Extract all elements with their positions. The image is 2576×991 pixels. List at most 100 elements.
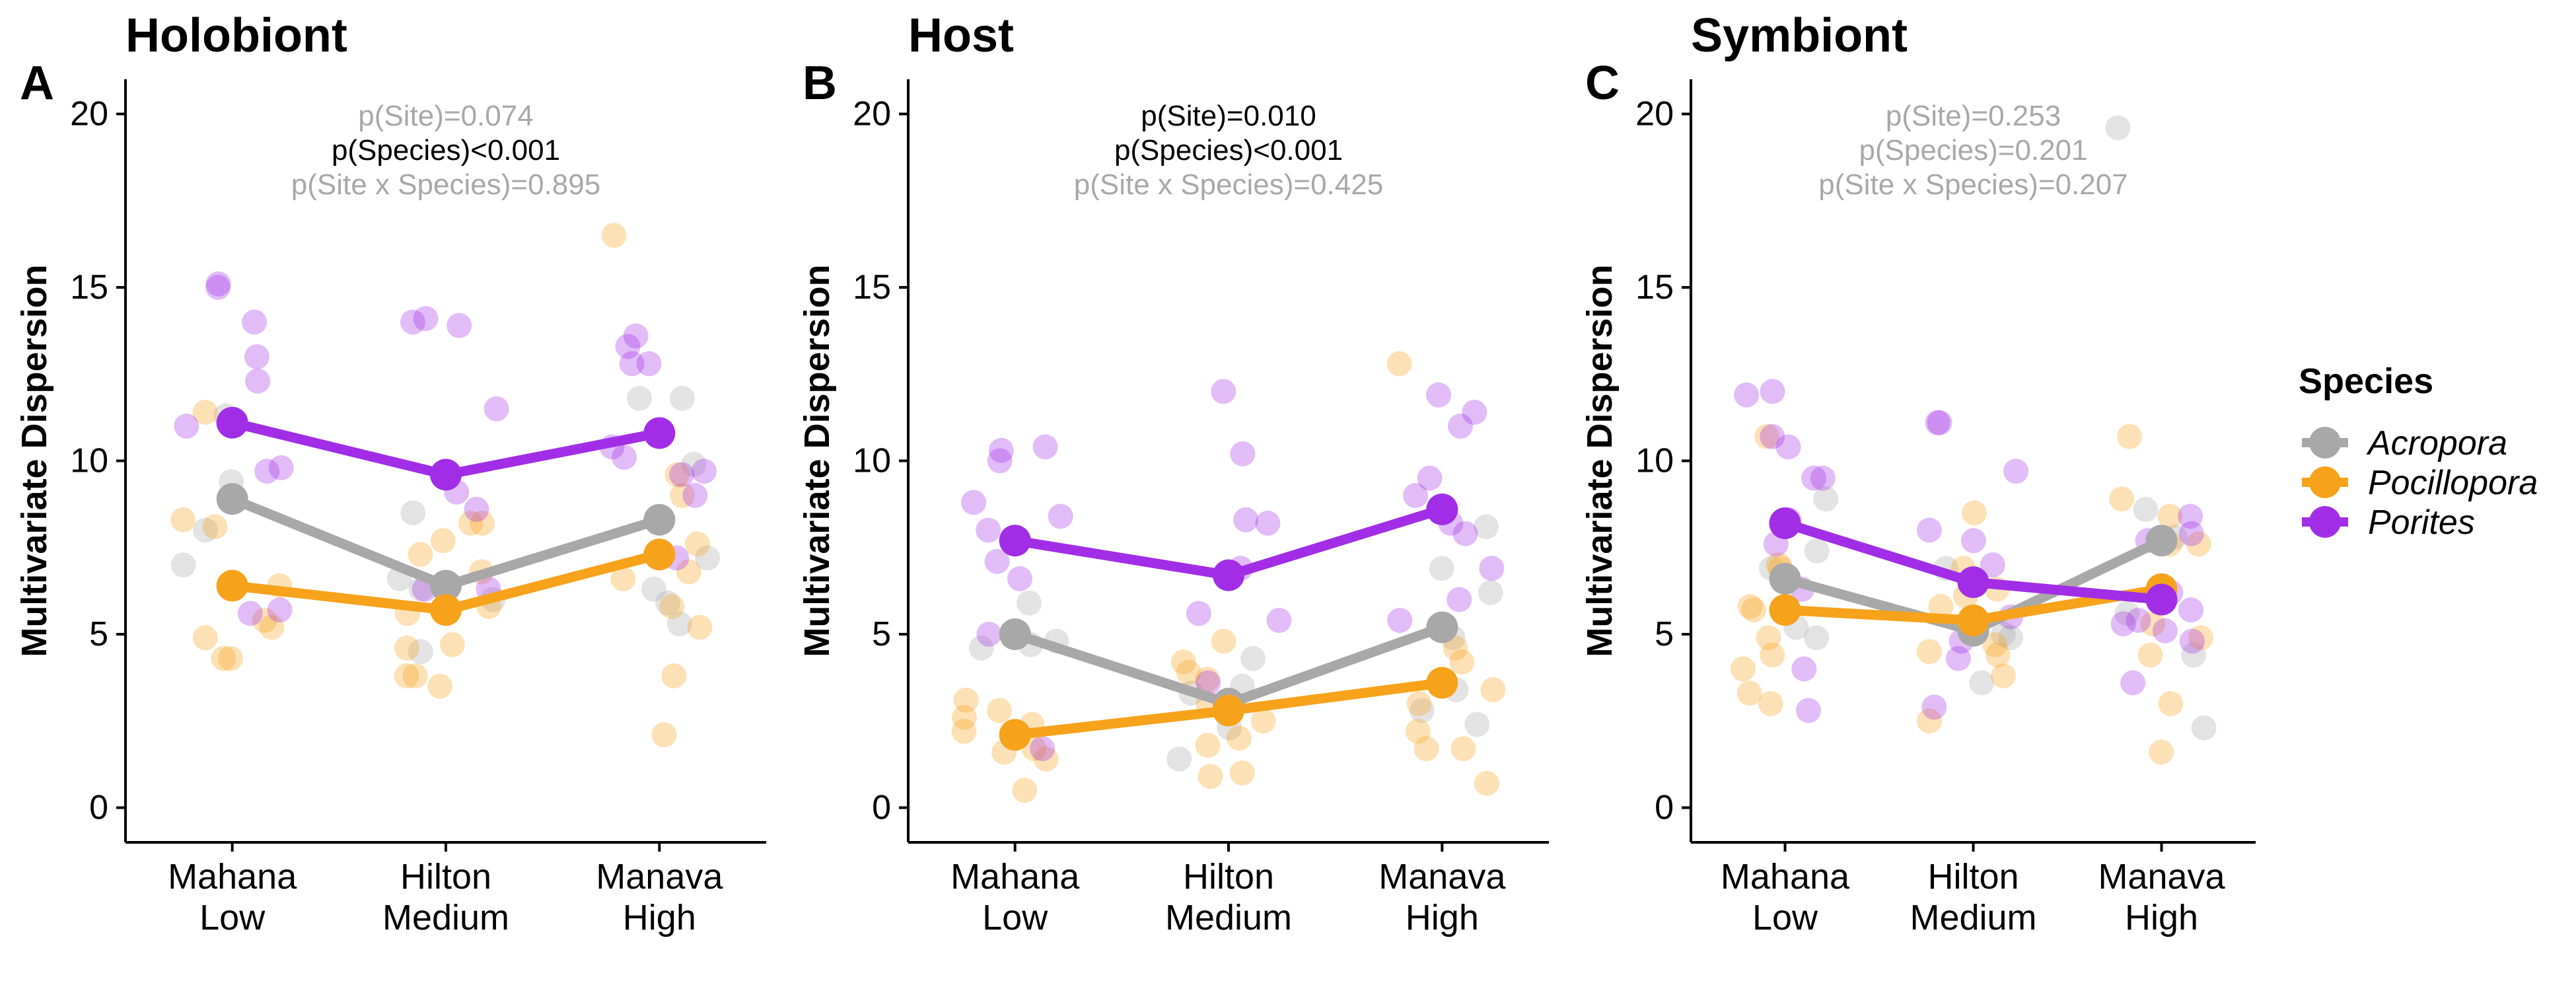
data-point — [245, 368, 271, 394]
x-tick-label: Hilton Medium — [382, 857, 509, 937]
data-point — [2186, 531, 2211, 557]
y-axis-label: Multivariate Dispersion — [797, 264, 837, 657]
legend-key — [2302, 427, 2348, 459]
data-point — [1791, 656, 1817, 682]
data-point — [1754, 423, 1780, 449]
data-point — [259, 614, 285, 640]
data-point — [2188, 625, 2214, 651]
data-point — [1449, 649, 1475, 675]
data-point — [1017, 590, 1042, 616]
means-layer — [1769, 507, 2178, 647]
data-point — [1462, 400, 1487, 425]
means-layer — [999, 494, 1458, 751]
data-point — [1756, 625, 1781, 651]
data-point — [1985, 642, 2011, 668]
data-point — [1406, 691, 1432, 716]
data-point — [681, 451, 707, 477]
data-point — [1425, 382, 1451, 408]
legend-key-point — [2309, 506, 2341, 538]
y-tick-label: 5 — [1655, 615, 1674, 653]
data-point — [1211, 628, 1236, 654]
data-point — [394, 663, 419, 688]
x-tick-label-line: Hilton — [1927, 857, 2019, 897]
series-mean-point — [216, 569, 248, 602]
data-point — [400, 309, 426, 335]
panel-title: Holobiont — [125, 9, 347, 62]
data-point — [2157, 503, 2183, 529]
stat-annotation: p(Site)=0.253 — [1886, 100, 2061, 132]
x-tick-label-line: Low — [982, 898, 1048, 937]
series-mean-point — [1426, 667, 1458, 699]
data-point — [458, 511, 483, 536]
data-point — [205, 271, 231, 297]
data-point — [655, 590, 681, 616]
panel-letter: B — [803, 57, 837, 110]
y-tick-label: 5 — [89, 615, 108, 653]
data-point — [2158, 691, 2184, 716]
data-point — [1998, 625, 2024, 651]
data-point — [1928, 594, 1954, 619]
data-point — [202, 514, 228, 540]
y-tick-label: 5 — [872, 615, 891, 653]
data-point — [1734, 382, 1760, 408]
x-tick-label-line: Manava — [2098, 857, 2225, 897]
data-point — [666, 611, 692, 637]
data-point — [1007, 566, 1032, 591]
data-point — [1760, 642, 1785, 668]
data-point — [669, 386, 695, 411]
data-point — [242, 309, 268, 335]
series-mean-point — [1769, 594, 1801, 626]
data-point — [682, 483, 708, 508]
stat-annotation: p(Site x Species)=0.895 — [291, 168, 600, 201]
data-point — [1961, 500, 1987, 526]
x-tick-label-line: High — [623, 898, 696, 937]
legend-title: Species — [2299, 361, 2433, 401]
data-point — [1194, 667, 1220, 692]
data-point — [1403, 483, 1429, 508]
series-mean-point — [643, 538, 676, 571]
data-point — [464, 497, 489, 522]
x-tick-label: Hilton Medium — [1165, 857, 1292, 937]
data-point — [439, 632, 465, 657]
panel-title: Symbiont — [1691, 9, 1908, 62]
data-point — [1464, 712, 1490, 737]
data-point — [394, 636, 419, 661]
data-point — [1447, 587, 1472, 612]
series-mean-point — [1769, 507, 1801, 539]
data-point — [1176, 659, 1201, 685]
y-tick-label: 0 — [872, 789, 891, 827]
data-point — [684, 531, 710, 557]
data-point — [1196, 670, 1221, 696]
data-point — [2126, 608, 2151, 633]
panel-holobiont: A Holobiont 0 5 10 15 20 Multivariate Dispersio… — [15, 9, 766, 937]
data-point — [1170, 649, 1196, 675]
y-tick-label: 10 — [853, 442, 891, 480]
x-tick-label-line: Manava — [1378, 857, 1506, 897]
data-point — [1409, 698, 1435, 723]
data-point — [402, 663, 428, 688]
data-point — [669, 462, 695, 488]
data-point — [1804, 625, 1830, 651]
series-mean-point — [216, 406, 248, 439]
data-point — [961, 490, 987, 515]
panel-letter: C — [1585, 57, 1620, 110]
data-point — [619, 351, 645, 377]
x-tick-label-line: High — [2125, 898, 2198, 937]
series-mean-point — [999, 525, 1031, 557]
x-tick-label: Mahana Low — [1721, 857, 1850, 937]
data-point — [252, 608, 277, 633]
y-tick-label: 0 — [89, 789, 108, 827]
data-point — [1982, 632, 2008, 657]
data-point — [1731, 656, 1756, 682]
y-tick-label: 15 — [853, 268, 891, 307]
x-tick-label-line: High — [1406, 898, 1479, 937]
data-point — [2140, 611, 2166, 637]
data-point — [483, 396, 509, 422]
means-layer — [216, 406, 676, 626]
points-layer — [1731, 115, 2217, 765]
data-point — [192, 400, 218, 425]
data-point — [976, 517, 1001, 543]
data-point — [1960, 528, 1986, 554]
data-point — [2137, 642, 2163, 668]
